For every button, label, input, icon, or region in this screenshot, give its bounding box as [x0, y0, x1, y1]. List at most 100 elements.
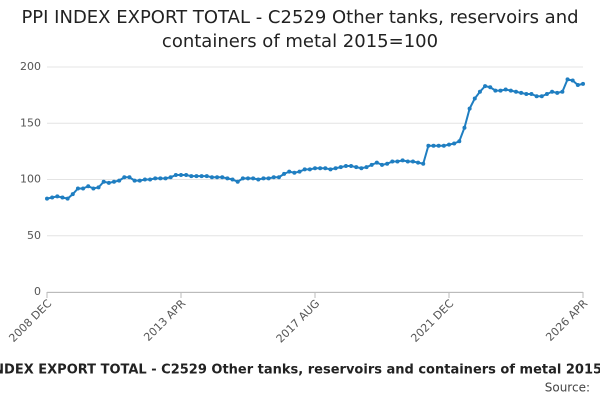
point	[483, 84, 488, 89]
y-tick-label: 50	[27, 229, 41, 242]
point	[390, 159, 395, 164]
point	[168, 175, 173, 180]
point	[282, 171, 287, 176]
point	[127, 175, 132, 180]
point	[338, 165, 343, 170]
point	[441, 143, 446, 148]
point	[137, 178, 142, 183]
point	[65, 196, 70, 201]
point	[385, 161, 390, 166]
y-tick-label: 150	[20, 116, 41, 129]
point	[534, 94, 539, 99]
line	[46, 78, 584, 200]
point	[565, 77, 570, 82]
point	[514, 89, 518, 94]
x-tick-label: 2021 DEC	[408, 297, 456, 345]
point	[364, 165, 369, 170]
point	[519, 90, 524, 95]
point	[75, 186, 80, 191]
point	[462, 125, 467, 130]
point	[246, 176, 250, 181]
point	[467, 106, 472, 111]
point	[117, 178, 122, 183]
point	[550, 89, 555, 94]
point	[359, 166, 364, 171]
point	[436, 143, 441, 148]
point	[240, 176, 245, 181]
point	[307, 167, 312, 172]
point	[179, 173, 183, 177]
point	[96, 185, 101, 190]
point	[318, 166, 323, 171]
point	[251, 176, 256, 181]
point	[555, 90, 560, 95]
point	[276, 175, 281, 180]
x-tick-label: 2017 AUG	[274, 297, 323, 346]
y-tick-label: 0	[34, 285, 41, 298]
point	[158, 176, 163, 181]
point	[323, 166, 328, 171]
point	[271, 175, 276, 180]
point	[45, 196, 49, 201]
point	[539, 94, 544, 99]
point	[472, 96, 477, 101]
point	[184, 173, 189, 177]
point	[220, 175, 225, 180]
point	[91, 186, 96, 191]
point	[230, 177, 235, 182]
x-tick-label: 2026 APR	[543, 297, 590, 344]
point	[112, 179, 116, 184]
point	[297, 169, 302, 174]
point	[266, 176, 271, 181]
source-label: Source:	[545, 381, 590, 395]
point	[194, 174, 199, 179]
x-tick-label: 2013 APR	[141, 297, 188, 344]
point	[498, 88, 503, 93]
point	[508, 88, 513, 93]
point	[421, 161, 426, 166]
point	[503, 87, 508, 92]
point	[101, 179, 106, 184]
point	[477, 89, 482, 94]
point	[70, 192, 75, 197]
point	[313, 166, 317, 171]
point	[199, 174, 204, 179]
point	[560, 89, 565, 94]
point	[153, 176, 158, 181]
point	[410, 159, 415, 164]
point	[163, 176, 168, 181]
point	[60, 195, 65, 200]
point	[544, 92, 549, 96]
point	[431, 143, 436, 148]
point	[457, 139, 462, 144]
point	[106, 180, 111, 185]
y-tick-label: 100	[20, 173, 41, 186]
point	[256, 177, 261, 182]
x-tick-label: 2008 DEC	[6, 297, 54, 345]
point	[215, 175, 220, 180]
point	[395, 159, 400, 164]
point	[524, 92, 529, 96]
point	[570, 78, 575, 83]
chart-title: PPI INDEX EXPORT TOTAL - C2529 Other tan…	[21, 7, 579, 52]
point	[173, 173, 178, 177]
point	[354, 165, 359, 170]
point	[132, 178, 137, 183]
point	[50, 195, 55, 200]
point	[261, 176, 266, 181]
point	[189, 174, 194, 179]
point	[81, 186, 86, 191]
point	[488, 85, 493, 90]
point	[416, 160, 421, 165]
point	[349, 164, 354, 168]
point	[400, 158, 405, 163]
point	[204, 174, 209, 179]
point	[452, 141, 457, 146]
point	[405, 159, 410, 164]
point	[292, 170, 297, 175]
point	[55, 194, 60, 199]
point	[86, 184, 91, 189]
point	[142, 177, 147, 182]
point	[122, 175, 127, 180]
